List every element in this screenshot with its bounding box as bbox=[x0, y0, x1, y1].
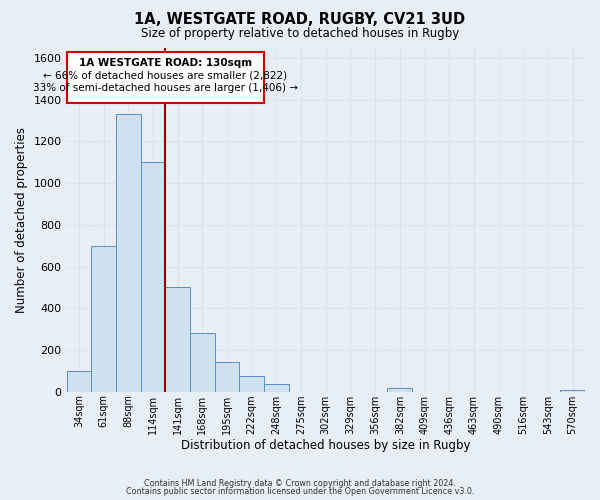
Bar bbox=[560, 390, 585, 392]
Text: 33% of semi-detached houses are larger (1,406) →: 33% of semi-detached houses are larger (… bbox=[33, 83, 298, 93]
Text: ← 66% of detached houses are smaller (2,822): ← 66% of detached houses are smaller (2,… bbox=[43, 70, 287, 80]
Bar bbox=[239, 376, 264, 392]
Bar bbox=[215, 362, 239, 392]
Bar bbox=[388, 388, 412, 392]
Bar bbox=[67, 371, 91, 392]
X-axis label: Distribution of detached houses by size in Rugby: Distribution of detached houses by size … bbox=[181, 440, 470, 452]
Text: Contains public sector information licensed under the Open Government Licence v3: Contains public sector information licen… bbox=[126, 487, 474, 496]
Bar bbox=[165, 288, 190, 392]
Y-axis label: Number of detached properties: Number of detached properties bbox=[15, 126, 28, 312]
Text: 1A WESTGATE ROAD: 130sqm: 1A WESTGATE ROAD: 130sqm bbox=[79, 58, 252, 68]
Bar bbox=[91, 246, 116, 392]
Text: Contains HM Land Registry data © Crown copyright and database right 2024.: Contains HM Land Registry data © Crown c… bbox=[144, 478, 456, 488]
Bar bbox=[140, 162, 165, 392]
Bar bbox=[190, 334, 215, 392]
Text: Size of property relative to detached houses in Rugby: Size of property relative to detached ho… bbox=[141, 28, 459, 40]
Bar bbox=[264, 384, 289, 392]
Text: 1A, WESTGATE ROAD, RUGBY, CV21 3UD: 1A, WESTGATE ROAD, RUGBY, CV21 3UD bbox=[134, 12, 466, 28]
Bar bbox=[116, 114, 140, 392]
FancyBboxPatch shape bbox=[67, 52, 264, 103]
